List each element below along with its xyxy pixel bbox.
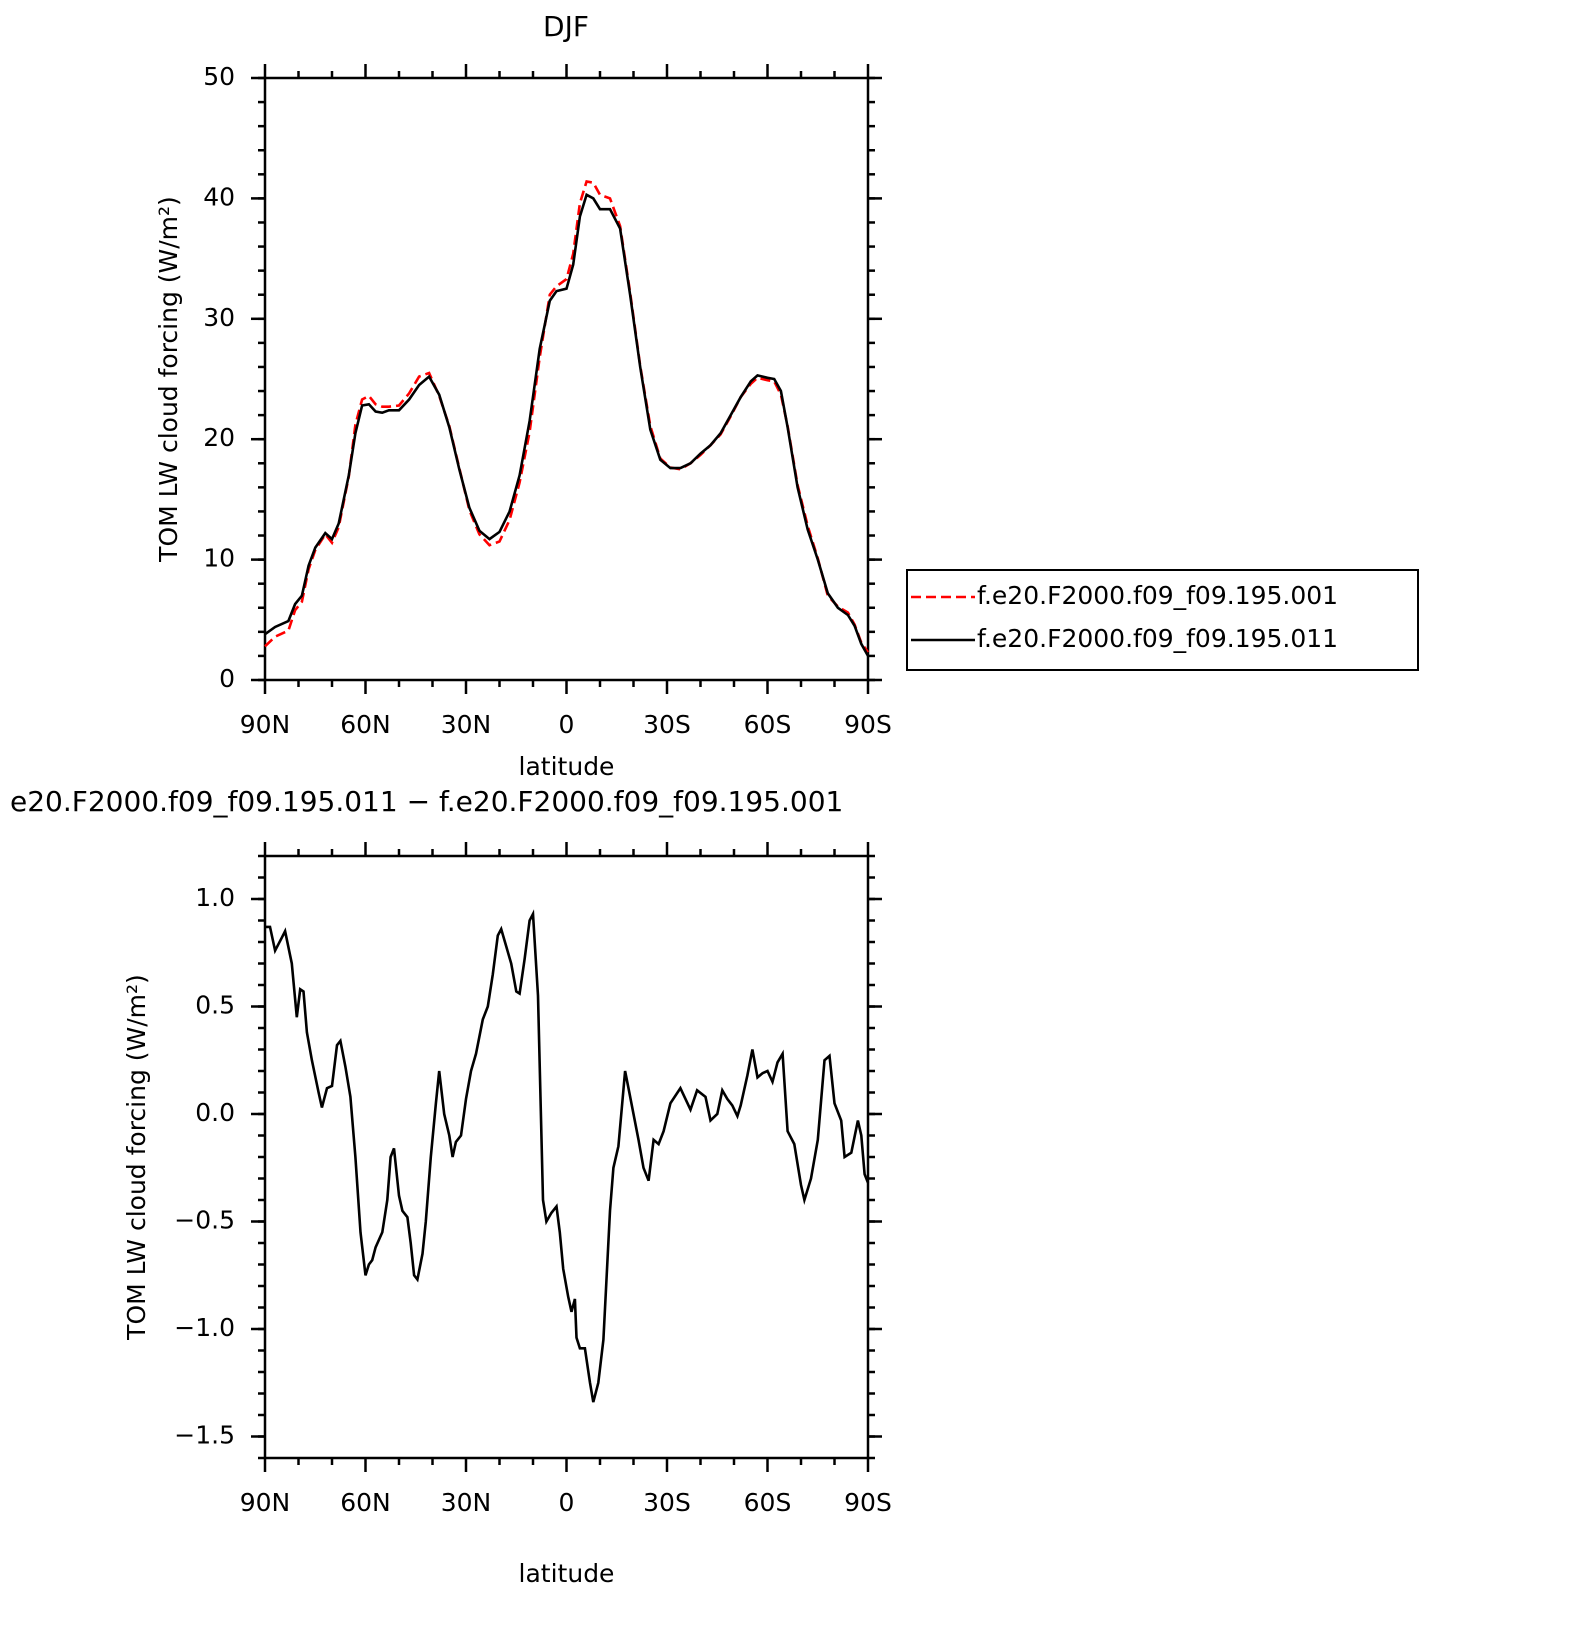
- y-tick-label: 0: [219, 664, 235, 693]
- data-line: [264, 192, 870, 657]
- x-tick-label: 30S: [643, 710, 691, 739]
- x-tick-label: 0: [559, 1488, 575, 1517]
- plot-frame: [263, 854, 870, 1460]
- legend-box: [906, 569, 1419, 671]
- x-tick-label: 90N: [240, 710, 291, 739]
- x-axis-label: latitude: [519, 752, 615, 781]
- y-axis-label: TOM LW cloud forcing (W/m²): [122, 974, 151, 1341]
- y-tick-label: 0.5: [195, 991, 235, 1020]
- y-tick-label: 0.0: [195, 1098, 235, 1127]
- y-axis-label: TOM LW cloud forcing (W/m²): [154, 196, 183, 563]
- y-tick-label: 40: [203, 182, 235, 211]
- legend-label: f.e20.F2000.f09_f09.195.001: [977, 581, 1338, 610]
- x-tick-label: 90S: [844, 1488, 892, 1517]
- plot-frame: [263, 76, 870, 682]
- y-tick-label: 50: [203, 62, 235, 91]
- x-tick-label: 60N: [340, 1488, 391, 1517]
- x-tick-label: 30S: [643, 1488, 691, 1517]
- y-tick-label: −1.0: [174, 1313, 235, 1342]
- chart-title: DJF: [543, 10, 589, 43]
- chart-title: e20.F2000.f09_f09.195.011 − f.e20.F2000.…: [10, 785, 843, 818]
- x-tick-label: 30N: [441, 710, 492, 739]
- y-tick-label: 1.0: [195, 883, 235, 912]
- x-tick-label: 0: [559, 710, 575, 739]
- legend-label: f.e20.F2000.f09_f09.195.011: [977, 624, 1338, 653]
- x-axis-label: latitude: [519, 1559, 615, 1588]
- x-tick-label: 90N: [240, 1488, 291, 1517]
- y-tick-label: 30: [203, 303, 235, 332]
- x-tick-label: 60S: [744, 1488, 792, 1517]
- y-tick-label: −0.5: [174, 1206, 235, 1235]
- y-tick-label: 10: [203, 544, 235, 573]
- y-tick-label: −1.5: [174, 1421, 235, 1450]
- data-line: [265, 909, 870, 1403]
- x-tick-label: 60N: [340, 710, 391, 739]
- x-tick-label: 30N: [441, 1488, 492, 1517]
- data-line: [264, 180, 870, 654]
- x-tick-label: 90S: [844, 710, 892, 739]
- x-tick-label: 60S: [744, 710, 792, 739]
- y-tick-label: 20: [203, 423, 235, 452]
